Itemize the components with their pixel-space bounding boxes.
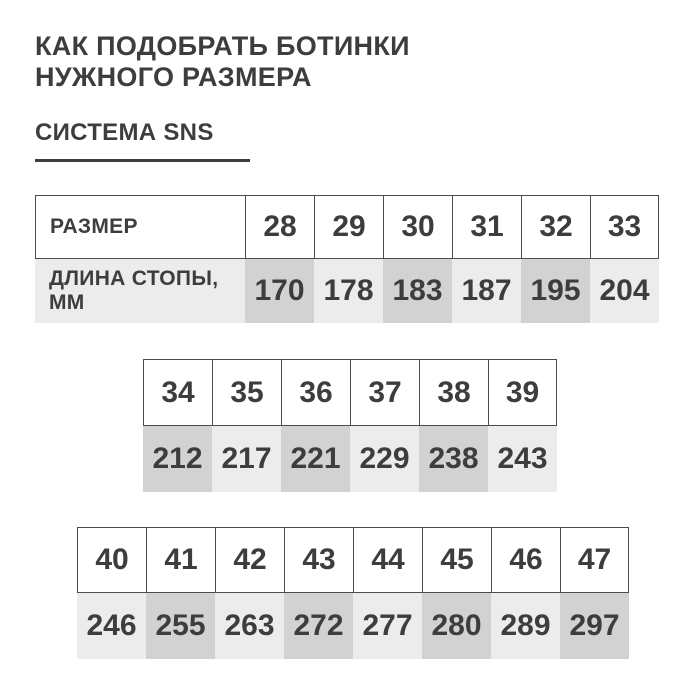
length-cell: 280 [422, 593, 491, 659]
size-cell: 44 [353, 527, 422, 593]
size-table-28-33: РАЗМЕР 28 29 30 31 32 33 ДЛИНА СТОПЫ, ММ… [35, 195, 659, 323]
length-cell: 187 [452, 259, 521, 323]
size-cell: 36 [281, 359, 350, 426]
size-cell: 42 [215, 527, 284, 593]
size-table-40-47: 40 41 42 43 44 45 46 47 246 255 263 272 … [77, 527, 629, 659]
system-subtitle: СИСТЕМА SNS [35, 119, 214, 146]
size-cell: 30 [383, 195, 452, 259]
length-cell: 272 [284, 593, 353, 659]
size-cell: 31 [452, 195, 521, 259]
length-cell: 212 [143, 426, 212, 492]
size-row-label: РАЗМЕР [35, 195, 245, 259]
length-cell: 229 [350, 426, 419, 492]
length-cell: 221 [281, 426, 350, 492]
length-cell: 195 [521, 259, 590, 323]
size-table-34-39: 34 35 36 37 38 39 212 217 221 229 238 24… [143, 359, 557, 492]
size-cell: 41 [146, 527, 215, 593]
subtitle-underline [35, 159, 250, 162]
length-cell: 238 [419, 426, 488, 492]
length-cell: 217 [212, 426, 281, 492]
size-cell: 45 [422, 527, 491, 593]
size-cell: 38 [419, 359, 488, 426]
size-header-row: 34 35 36 37 38 39 [143, 359, 557, 426]
size-header-row: РАЗМЕР 28 29 30 31 32 33 [35, 195, 659, 259]
length-cell: 170 [245, 259, 314, 323]
page-title-line2: НУЖНОГО РАЗМЕРА [35, 62, 312, 92]
length-cell: 183 [383, 259, 452, 323]
length-cell: 263 [215, 593, 284, 659]
length-row-label: ДЛИНА СТОПЫ, ММ [35, 259, 245, 323]
size-cell: 47 [560, 527, 629, 593]
page-title: КАК ПОДОБРАТЬ БОТИНКИ НУЖНОГО РАЗМЕРА [35, 31, 410, 93]
page-title-line1: КАК ПОДОБРАТЬ БОТИНКИ [35, 31, 410, 61]
length-cell: 255 [146, 593, 215, 659]
length-cell: 243 [488, 426, 557, 492]
size-cell: 37 [350, 359, 419, 426]
size-cell: 32 [521, 195, 590, 259]
size-cell: 34 [143, 359, 212, 426]
size-cell: 43 [284, 527, 353, 593]
size-header-row: 40 41 42 43 44 45 46 47 [77, 527, 629, 593]
size-cell: 35 [212, 359, 281, 426]
size-cell: 40 [77, 527, 146, 593]
size-cell: 29 [314, 195, 383, 259]
size-cell: 33 [590, 195, 659, 259]
length-row: 212 217 221 229 238 243 [143, 426, 557, 492]
length-cell: 297 [560, 593, 629, 659]
length-cell: 246 [77, 593, 146, 659]
length-cell: 289 [491, 593, 560, 659]
length-row: ДЛИНА СТОПЫ, ММ 170 178 183 187 195 204 [35, 259, 659, 323]
length-row: 246 255 263 272 277 280 289 297 [77, 593, 629, 659]
size-cell: 28 [245, 195, 314, 259]
size-cell: 46 [491, 527, 560, 593]
length-cell: 178 [314, 259, 383, 323]
length-cell: 204 [590, 259, 659, 323]
length-cell: 277 [353, 593, 422, 659]
size-cell: 39 [488, 359, 557, 426]
